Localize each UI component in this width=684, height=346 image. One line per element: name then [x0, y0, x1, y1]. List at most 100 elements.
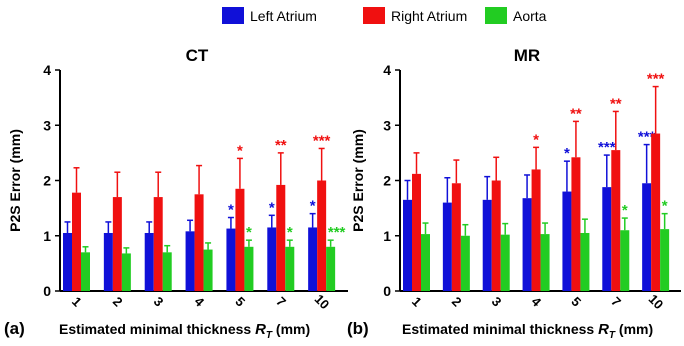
- y-tick-label: 2: [383, 173, 391, 189]
- x-tick-label: 2: [110, 294, 126, 310]
- bar: [660, 229, 670, 291]
- bar: [571, 157, 581, 291]
- bar: [153, 197, 163, 291]
- panel-label: (a): [4, 319, 25, 338]
- bar: [121, 253, 131, 291]
- x-tick-label: 5: [568, 294, 584, 310]
- y-tick-label: 2: [43, 173, 51, 189]
- bar: [522, 198, 532, 291]
- y-tick-label: 0: [43, 283, 51, 299]
- bar: [144, 232, 154, 291]
- bar: [72, 192, 81, 291]
- x-tick-label: 1: [69, 294, 85, 310]
- y-tick-label: 4: [43, 62, 51, 78]
- legend-swatch: [363, 7, 385, 24]
- bar: [412, 173, 421, 291]
- x-tick-label: 10: [646, 291, 667, 312]
- chart-title: CT: [186, 46, 209, 65]
- legend-swatch: [222, 7, 244, 24]
- legend-label: Left Atrium: [250, 8, 317, 24]
- bar: [267, 227, 277, 291]
- bar: [226, 228, 236, 291]
- y-axis-label: P2S Error (mm): [350, 129, 366, 232]
- significance-marker: ***: [598, 139, 616, 156]
- bar: [185, 231, 195, 291]
- x-tick-label: 1: [409, 294, 425, 310]
- bar: [651, 133, 661, 291]
- bar: [540, 234, 550, 291]
- bar: [81, 252, 90, 291]
- y-tick-label: 1: [43, 228, 51, 244]
- bar: [244, 246, 254, 291]
- chart-title: MR: [514, 46, 540, 65]
- y-axis-label: P2S Error (mm): [7, 129, 23, 232]
- significance-marker: *: [237, 142, 243, 159]
- significance-marker: *: [287, 224, 293, 241]
- bar: [203, 249, 213, 291]
- significance-marker: *: [246, 224, 252, 241]
- bar: [531, 169, 541, 291]
- bar: [63, 232, 72, 291]
- significance-marker: *: [228, 202, 234, 219]
- x-tick-label: 3: [489, 294, 505, 310]
- y-tick-label: 1: [383, 228, 391, 244]
- bar: [500, 234, 510, 291]
- legend-label: Aorta: [513, 8, 547, 24]
- significance-marker: ***: [313, 132, 331, 149]
- bar: [562, 191, 572, 291]
- y-tick-label: 3: [43, 117, 51, 133]
- bar: [308, 227, 318, 291]
- legend-label: Right Atrium: [391, 8, 467, 24]
- significance-marker: **: [570, 105, 582, 122]
- x-axis-label: Estimated minimal thickness RT (mm): [402, 321, 653, 341]
- significance-marker: **: [275, 137, 287, 154]
- x-tick-label: 2: [449, 294, 465, 310]
- x-tick-label: 5: [232, 294, 248, 310]
- x-tick-label: 7: [608, 294, 624, 310]
- legend-swatch: [485, 7, 507, 24]
- bar: [103, 232, 113, 291]
- bar: [326, 246, 336, 291]
- significance-marker: *: [269, 199, 275, 216]
- x-tick-label: 7: [273, 294, 289, 310]
- bar: [642, 183, 652, 291]
- x-axis-label: Estimated minimal thickness RT (mm): [59, 321, 310, 341]
- significance-marker: *: [310, 198, 316, 215]
- significance-marker: *: [564, 145, 570, 162]
- bar: [580, 232, 590, 291]
- bar: [491, 180, 501, 291]
- significance-marker: *: [533, 131, 539, 148]
- x-tick-label: 3: [151, 294, 167, 310]
- y-tick-label: 3: [383, 117, 391, 133]
- bar: [620, 230, 630, 291]
- significance-marker: **: [610, 95, 622, 112]
- significance-marker: *: [662, 198, 668, 215]
- significance-marker: ***: [328, 224, 346, 241]
- bar: [460, 235, 470, 291]
- bar: [112, 197, 122, 291]
- x-tick-label: 4: [529, 294, 545, 310]
- bar: [285, 246, 295, 291]
- significance-marker: ***: [647, 71, 665, 88]
- significance-marker: ***: [638, 129, 656, 146]
- bar: [317, 180, 327, 291]
- bar: [194, 194, 204, 291]
- bar: [403, 199, 412, 291]
- bar: [276, 184, 286, 291]
- y-tick-label: 0: [383, 283, 391, 299]
- bar: [421, 234, 430, 291]
- significance-marker: *: [622, 202, 628, 219]
- bar: [235, 188, 245, 291]
- bar: [482, 199, 492, 291]
- x-tick-label: 10: [312, 291, 333, 312]
- y-tick-label: 4: [383, 62, 391, 78]
- bar: [451, 183, 461, 291]
- bar: [602, 187, 612, 291]
- panel-label: (b): [347, 319, 369, 338]
- x-tick-label: 4: [192, 294, 208, 310]
- bar: [162, 252, 172, 291]
- bar: [442, 202, 452, 291]
- bar: [611, 150, 621, 291]
